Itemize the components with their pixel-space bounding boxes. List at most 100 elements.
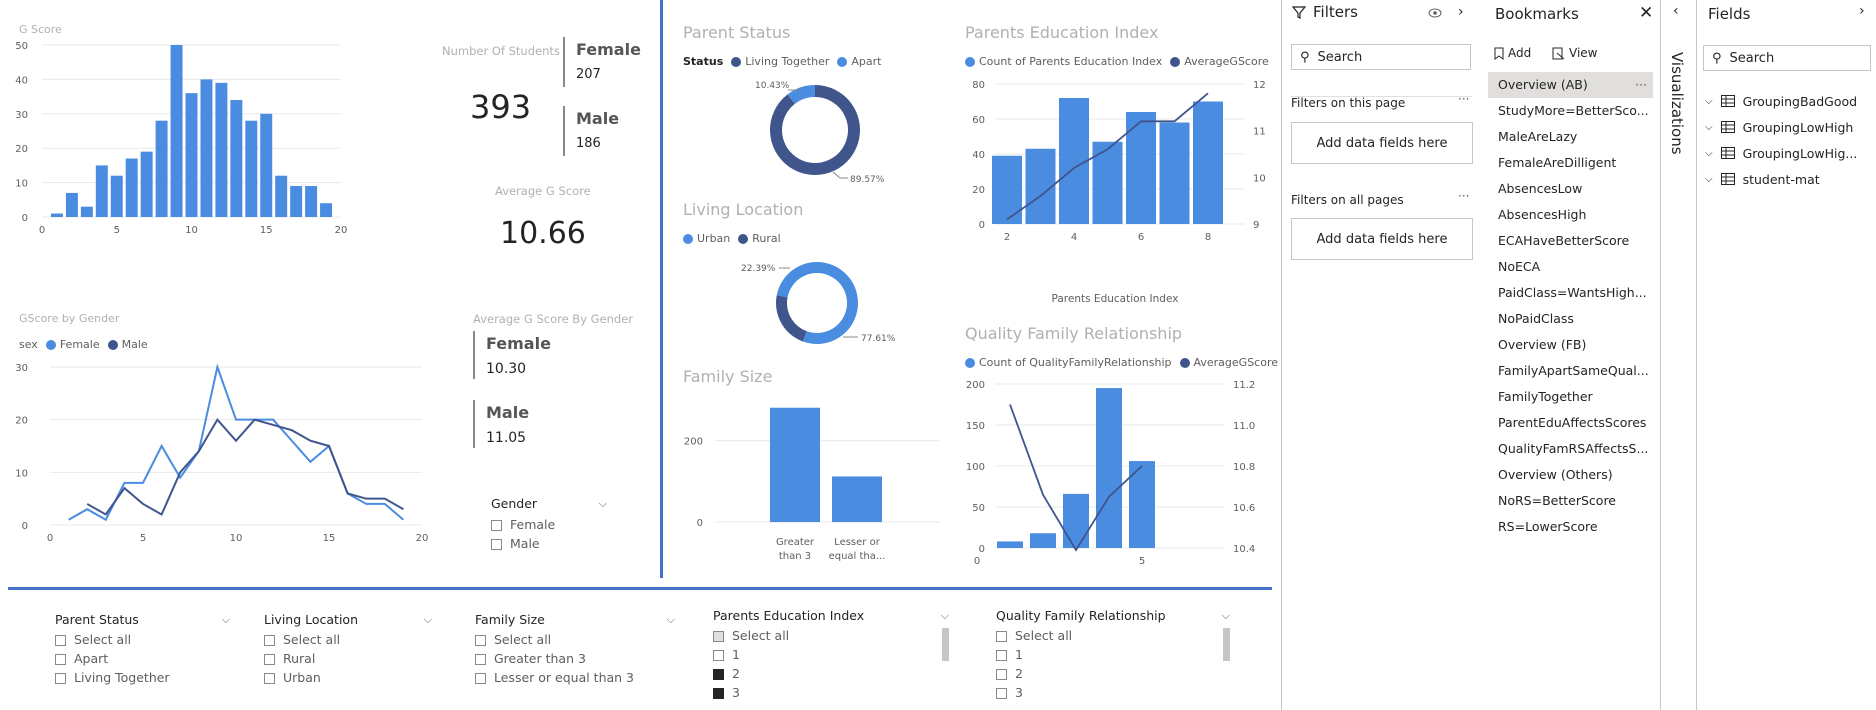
chevron-down-icon[interactable]: ⌵ [1705,121,1713,133]
checkbox[interactable] [475,654,486,665]
bookmark-item[interactable]: StudyMore=BetterSco... [1498,103,1649,118]
chevron-down-icon[interactable]: ⌵ [1705,173,1713,185]
slicer-option[interactable]: Rural [264,649,432,668]
chevron-down-icon[interactable]: ⌵ [1221,608,1230,622]
chevron-down-icon[interactable]: ⌵ [1705,147,1713,159]
gscore-histogram[interactable]: 50 40 30 20 10 00 5 10 15 20 [8,40,428,285]
bookmark-item[interactable]: ParentEduAffectsScores [1498,415,1647,430]
close-icon[interactable]: ✕ [1639,3,1654,23]
bookmark-item[interactable]: FamilyTogether [1498,389,1593,404]
chevron-down-icon[interactable]: ⌵ [940,608,949,622]
slicer-option[interactable]: Select all [713,626,949,645]
slicer-option[interactable]: 3 [713,683,949,702]
slicer-option[interactable]: Male [491,534,607,553]
field-table-item[interactable]: ⌵ GroupingLowHig... [1705,145,1858,161]
bookmark-item[interactable]: FamilyApartSameQual... [1498,363,1649,378]
slicer-option[interactable]: 1 [713,645,949,664]
slicer-quality-family-relationship[interactable]: Quality Family Relationship ⌵ Select all 1 2… [996,608,1230,702]
slicer-option[interactable]: Greater than 3 [475,649,675,668]
slicer-option[interactable]: Select all [55,630,230,649]
bookmark-item[interactable]: ECAHaveBetterScore [1498,233,1630,248]
slicer-option[interactable]: Select all [475,630,675,649]
bookmark-item[interactable]: PaidClass=WantsHigh... [1498,285,1647,300]
bookmark-item[interactable]: AbsencesHigh [1498,207,1587,222]
bookmark-item[interactable]: Overview (AB) ··· [1488,72,1653,98]
eye-icon[interactable] [1428,7,1442,19]
add-data-fields-all[interactable]: Add data fields here [1291,218,1473,260]
checkbox[interactable] [996,631,1007,642]
checkbox[interactable] [713,650,724,661]
bookmark-item[interactable]: RS=LowerScore [1498,519,1598,534]
checkbox[interactable] [475,673,486,684]
bookmark-item[interactable]: MaleAreLazy [1498,129,1578,144]
visualizations-pane-collapsed[interactable]: ‹ Visualizations [1661,0,1697,710]
add-data-fields-page[interactable]: Add data fields here [1291,122,1473,164]
chevron-down-icon[interactable]: ⌵ [598,496,607,510]
checkbox[interactable] [996,669,1007,680]
checkbox[interactable] [713,631,724,642]
more-options-icon[interactable]: ··· [1458,92,1470,106]
checkbox[interactable] [475,635,486,646]
bookmark-item[interactable]: NoPaidClass [1498,311,1574,326]
scrollbar[interactable] [1223,628,1230,661]
field-table-item[interactable]: ⌵ GroupingBadGood [1705,93,1858,109]
fields-search-input[interactable]: ⚲ Search [1703,45,1871,71]
more-options-icon[interactable]: ··· [1458,189,1470,203]
field-table-item[interactable]: ⌵ GroupingLowHigh [1705,119,1854,135]
slicer-option[interactable]: Lesser or equal than 3 [475,668,675,687]
checkbox[interactable] [55,673,66,684]
checkbox-checked[interactable] [713,688,724,699]
slicer-option[interactable]: Female [491,515,607,534]
checkbox[interactable] [996,688,1007,699]
visualizations-label[interactable]: Visualizations [1668,52,1686,155]
slicer-option[interactable]: 3 [996,683,1230,702]
parent-status-donut[interactable]: 10.43% 89.57% [700,70,950,195]
checkbox-checked[interactable] [713,669,724,680]
scrollbar[interactable] [942,628,949,661]
checkbox[interactable] [264,654,275,665]
slicer-parents-education-index[interactable]: Parents Education Index ⌵ Select all 1 2 3 [713,608,949,702]
slicer-parent-status[interactable]: Parent Status ⌵ Select all Apart Living Toge… [55,612,230,687]
family-size-chart[interactable]: 200 0 Greater than 3 Lesser or equal tha.… [675,390,950,570]
collapse-filters-icon[interactable]: › [1458,4,1464,20]
checkbox[interactable] [996,650,1007,661]
slicer-option[interactable]: 2 [713,664,949,683]
bookmark-item[interactable]: NoRS=BetterScore [1498,493,1616,508]
bookmark-item[interactable]: FemaleAreDilligent [1498,155,1617,170]
checkbox[interactable] [491,539,502,550]
view-bookmark-button[interactable]: View [1552,46,1597,60]
gender-slicer[interactable]: Gender ⌵ Female Male [491,496,607,553]
checkbox[interactable] [55,635,66,646]
slicer-option[interactable]: 2 [996,664,1230,683]
field-table-item[interactable]: ⌵ student-mat [1705,171,1820,187]
bookmark-item[interactable]: AbsencesLow [1498,181,1583,196]
qfr-combo-chart[interactable]: 200 150 100 50 0 11.2 11.0 10.8 10.6 10.4 0 5 [945,374,1270,574]
bookmark-item[interactable]: Overview (FB) [1498,337,1587,352]
checkbox[interactable] [491,520,502,531]
chevron-down-icon[interactable]: ⌵ [1705,95,1713,107]
slicer-family-size[interactable]: Family Size ⌵ Select all Greater than 3 Less… [475,612,675,687]
checkbox[interactable] [55,654,66,665]
add-bookmark-button[interactable]: Add [1494,46,1531,60]
slicer-option[interactable]: Apart [55,649,230,668]
slicer-living-location[interactable]: Living Location ⌵ Select all Rural Urban [264,612,432,687]
slicer-option[interactable]: Urban [264,668,432,687]
collapse-fields-icon[interactable]: › [1859,3,1865,19]
more-options-icon[interactable]: ··· [1635,77,1647,92]
checkbox[interactable] [264,673,275,684]
slicer-option[interactable]: Select all [996,626,1230,645]
gscore-gender-line-chart[interactable]: 30 20 10 0 0 5 10 15 20 [8,355,438,555]
pei-combo-chart[interactable]: 80 60 40 20 0 12 11 10 9 2 4 6 8 Parents Education I… [945,72,1270,312]
filters-search-input[interactable]: ⚲ Search [1291,44,1471,70]
chevron-down-icon[interactable]: ⌵ [423,612,432,626]
slicer-option[interactable]: Living Together [55,668,230,687]
slicer-option[interactable]: 1 [996,645,1230,664]
slicer-option[interactable]: Select all [264,630,432,649]
checkbox[interactable] [264,635,275,646]
bookmark-item[interactable]: QualityFamRSAffectsS... [1498,441,1649,456]
chevron-down-icon[interactable]: ⌵ [666,612,675,626]
bookmark-item[interactable]: NoECA [1498,259,1541,274]
bookmark-item[interactable]: Overview (Others) [1498,467,1613,482]
living-location-donut[interactable]: 22.39% 77.61% [700,250,950,350]
expand-icon[interactable]: ‹ [1673,3,1679,19]
